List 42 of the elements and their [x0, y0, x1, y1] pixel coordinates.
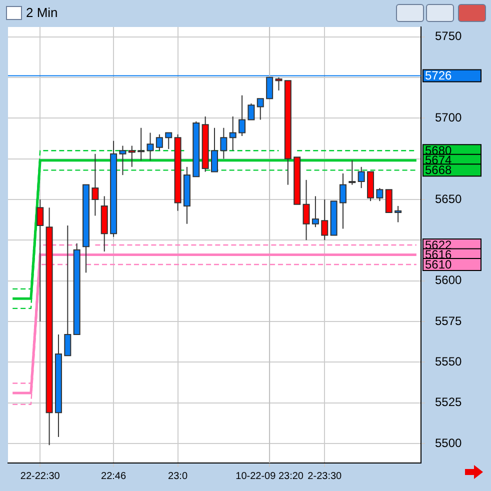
x-tick-label: 22:46 [101, 470, 126, 482]
data-label: 5668 [425, 162, 452, 177]
candlestick [146, 132, 154, 161]
candlestick [92, 153, 99, 216]
candlestick [229, 116, 236, 152]
x-tick-label: 22-22:30 [20, 470, 60, 482]
x-tick-label: 2-23:30 [308, 470, 342, 482]
candlestick [165, 132, 172, 150]
candlestick [275, 76, 282, 91]
y-tick-label: 5500 [435, 436, 462, 450]
candlestick [376, 188, 384, 202]
candlestick [138, 127, 145, 161]
candlestick [156, 134, 163, 152]
candlestick [220, 127, 228, 160]
candlestick [248, 102, 255, 120]
candlestick [302, 179, 310, 241]
candlestick [128, 145, 136, 168]
candlestick [385, 189, 392, 213]
candlestick [211, 127, 218, 172]
chart-title: 2 Min [26, 5, 58, 20]
candlestick [394, 205, 402, 223]
candlestick [64, 224, 72, 356]
x-tick-label: 10-22-09 23:20 [236, 470, 304, 482]
candlestick [256, 98, 264, 120]
candlestick [119, 145, 126, 176]
y-tick-label: 5600 [435, 273, 462, 288]
y-tick-label: 5700 [435, 110, 462, 124]
candlestick [321, 198, 328, 241]
candlestick [348, 160, 356, 186]
data-label: 5610 [425, 257, 452, 272]
candlestick [339, 172, 346, 230]
y-tick-label: 5650 [435, 192, 462, 206]
x-tick-label: 23:0 [168, 470, 188, 482]
candlestick [358, 166, 365, 189]
candlestick [238, 94, 246, 136]
y-tick-label: 5525 [435, 395, 462, 410]
candlestick [36, 198, 44, 322]
y-tick-label: 5575 [435, 314, 462, 328]
ref-line-label: 5726 [425, 68, 452, 83]
y-tick-label: 5550 [435, 354, 462, 368]
candlestick [312, 196, 319, 228]
y-tick-label: 5750 [435, 29, 462, 44]
